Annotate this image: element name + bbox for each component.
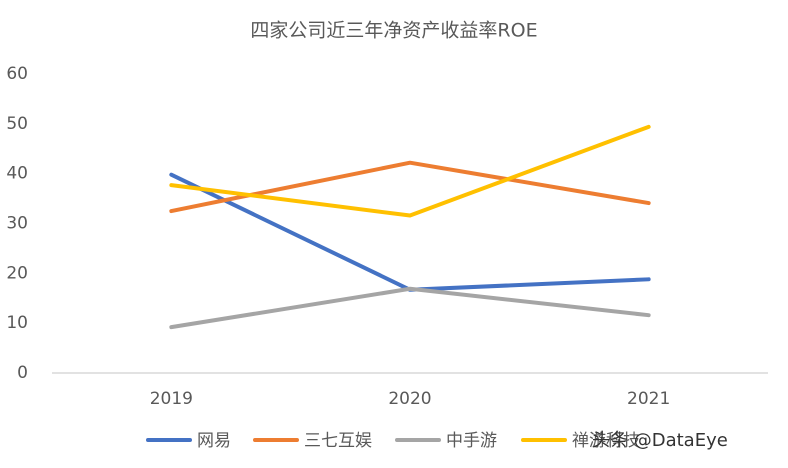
legend-label: 网易: [197, 431, 231, 451]
legend-label: 禅游科技: [572, 431, 640, 451]
series-line: [169, 286, 651, 330]
x-tick-label: 2019: [150, 389, 193, 409]
legend-label: 中手游: [446, 431, 497, 451]
y-tick-label: 0: [17, 363, 28, 383]
y-tick-label: 60: [6, 64, 28, 84]
legend-label: 三七互娱: [304, 431, 372, 451]
y-tick-label: 30: [6, 214, 28, 234]
y-tick-label: 40: [6, 164, 28, 184]
x-tick-label: 2021: [627, 389, 670, 409]
y-tick-label: 10: [6, 313, 28, 333]
series-line: [169, 124, 651, 218]
y-tick-label: 50: [6, 114, 28, 134]
watermark: 头条 @DataEye: [592, 430, 728, 451]
y-tick-label: 20: [6, 263, 28, 283]
x-tick-label: 2020: [388, 389, 431, 409]
chart-title: 四家公司近三年净资产收益率ROE: [250, 20, 537, 42]
